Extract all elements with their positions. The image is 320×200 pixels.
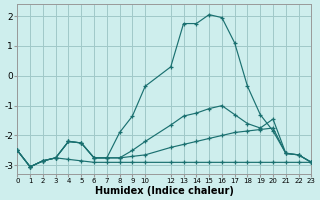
X-axis label: Humidex (Indice chaleur): Humidex (Indice chaleur) <box>95 186 234 196</box>
